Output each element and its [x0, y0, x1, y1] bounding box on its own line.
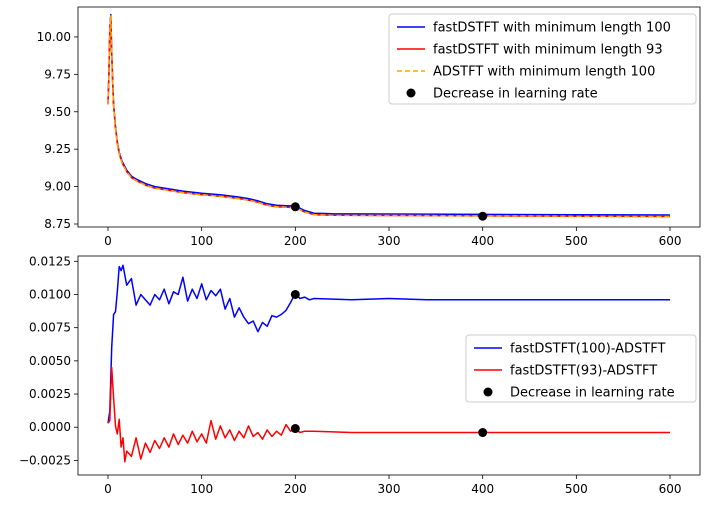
- series-line-2: [107, 15, 671, 218]
- y-tick-label: 9.50: [44, 105, 71, 119]
- legend-marker: [483, 387, 493, 397]
- y-tick-label: 10.00: [37, 30, 71, 44]
- x-tick-label: 600: [659, 482, 682, 496]
- legend: fastDSTFT(100)-ADSTFT fastDSTFT(93)-ADSTF…: [465, 334, 697, 403]
- plot-area: [107, 13, 671, 221]
- x-tick-label: 500: [565, 482, 588, 496]
- x-tick-label: 0: [104, 234, 112, 248]
- x-tick-label: 100: [190, 234, 213, 248]
- x-tick-label: 0: [104, 482, 112, 496]
- x-tick-label: 500: [565, 234, 588, 248]
- x-tick-label: 300: [378, 482, 401, 496]
- legend-box: [388, 13, 697, 105]
- series-line-0: [107, 264, 670, 424]
- y-tick-label: 0.0125: [29, 254, 71, 268]
- lr-decrease-marker: [290, 202, 300, 212]
- y-tick-label: 9.75: [44, 67, 71, 81]
- y-tick-label: 9.25: [44, 142, 71, 156]
- x-tick-label: 100: [190, 482, 213, 496]
- y-tick-label: 0.0050: [29, 354, 71, 368]
- y-tick-label: 0.0075: [29, 321, 71, 335]
- legend-label: fastDSTFT with minimum length 100: [433, 21, 671, 36]
- y-tick-label: 0.0000: [29, 420, 71, 434]
- x-tick-label: 400: [471, 482, 494, 496]
- plot-area: [107, 264, 670, 463]
- legend-label: fastDSTFT(93)-ADSTFT: [510, 364, 657, 379]
- y-tick-label: 0.0025: [29, 387, 71, 401]
- y-tick-label: 0.0100: [29, 287, 71, 301]
- legend-label: Decrease in learning rate: [433, 87, 598, 102]
- x-tick-label: 200: [284, 234, 307, 248]
- x-tick-label: 300: [378, 234, 401, 248]
- legend-box: [465, 334, 697, 403]
- legend-label: fastDSTFT with minimum length 93: [433, 43, 663, 58]
- legend-marker: [406, 88, 416, 98]
- lr-decrease-marker: [290, 289, 300, 299]
- x-tick-label: 200: [284, 482, 307, 496]
- y-tick-label: 9.00: [44, 180, 71, 194]
- lr-decrease-marker: [478, 211, 488, 221]
- legend-label: fastDSTFT(100)-ADSTFT: [510, 342, 666, 357]
- x-tick-label: 400: [471, 234, 494, 248]
- lr-decrease-marker: [478, 428, 488, 438]
- x-tick-label: 600: [659, 234, 682, 248]
- legend-label: ADSTFT with minimum length 100: [433, 65, 655, 80]
- legend-label: Decrease in learning rate: [510, 386, 675, 401]
- y-tick-label: 8.75: [44, 217, 71, 231]
- legend: fastDSTFT with minimum length 100 fastDST…: [388, 13, 697, 105]
- lr-decrease-marker: [290, 424, 300, 434]
- bottom-panel: 0 100 200 300 400 500 600 −0.0025 0.0000 0.0025 0.…: [19, 254, 701, 496]
- top-panel: 0 100 200 300 400 500 600 8.75 9.00 9.25 9.50 9.75 1…: [37, 6, 701, 248]
- y-tick-label: −0.0025: [19, 453, 71, 467]
